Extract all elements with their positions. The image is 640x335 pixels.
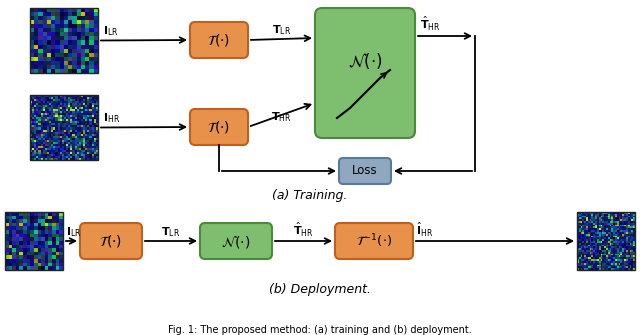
FancyBboxPatch shape — [80, 223, 142, 259]
FancyBboxPatch shape — [315, 8, 415, 138]
FancyBboxPatch shape — [335, 223, 413, 259]
Bar — [30, 95, 98, 160]
Bar — [5, 212, 63, 270]
Text: (a) Training.: (a) Training. — [272, 190, 348, 202]
Text: $\mathcal{T}^{-1}(\cdot)$: $\mathcal{T}^{-1}(\cdot)$ — [356, 232, 392, 250]
FancyBboxPatch shape — [190, 109, 248, 145]
Text: $\hat{\mathbf{T}}_{\mathrm{HR}}$: $\hat{\mathbf{T}}_{\mathrm{HR}}$ — [293, 221, 314, 239]
FancyBboxPatch shape — [339, 158, 391, 184]
Text: (b) Deployment.: (b) Deployment. — [269, 282, 371, 295]
Text: $\mathbf{T}_{\mathrm{HR}}$: $\mathbf{T}_{\mathrm{HR}}$ — [271, 110, 292, 124]
Text: $\mathcal{N}(\cdot)$: $\mathcal{N}(\cdot)$ — [221, 232, 251, 250]
Text: Fig. 1: The proposed method: (a) training and (b) deployment.: Fig. 1: The proposed method: (a) trainin… — [168, 325, 472, 335]
Bar — [577, 212, 635, 270]
Text: $\hat{\mathbf{T}}_{\mathrm{HR}}$: $\hat{\mathbf{T}}_{\mathrm{HR}}$ — [420, 15, 441, 33]
Text: $\hat{\mathbf{I}}_{\mathrm{HR}}$: $\hat{\mathbf{I}}_{\mathrm{HR}}$ — [416, 221, 433, 239]
Text: $\mathbf{T}_{\mathrm{LR}}$: $\mathbf{T}_{\mathrm{LR}}$ — [272, 23, 291, 37]
Text: $\mathcal{T}(\cdot)$: $\mathcal{T}(\cdot)$ — [207, 32, 230, 48]
FancyBboxPatch shape — [190, 22, 248, 58]
Text: $\mathcal{T}(\cdot)$: $\mathcal{T}(\cdot)$ — [99, 233, 122, 249]
Text: $\mathcal{N}(\cdot)$: $\mathcal{N}(\cdot)$ — [348, 51, 382, 71]
Text: $\mathbf{I}_{\mathrm{HR}}$: $\mathbf{I}_{\mathrm{HR}}$ — [103, 112, 120, 126]
Text: $\mathbf{T}_{\mathrm{LR}}$: $\mathbf{T}_{\mathrm{LR}}$ — [161, 225, 180, 239]
Text: $\mathbf{I}_{\mathrm{LR}}$: $\mathbf{I}_{\mathrm{LR}}$ — [66, 225, 82, 239]
FancyBboxPatch shape — [200, 223, 272, 259]
Bar — [30, 8, 98, 73]
Text: $\mathbf{I}_{\mathrm{LR}}$: $\mathbf{I}_{\mathrm{LR}}$ — [103, 25, 118, 39]
Text: Loss: Loss — [352, 164, 378, 178]
Text: $\mathcal{T}(\cdot)$: $\mathcal{T}(\cdot)$ — [207, 119, 230, 135]
